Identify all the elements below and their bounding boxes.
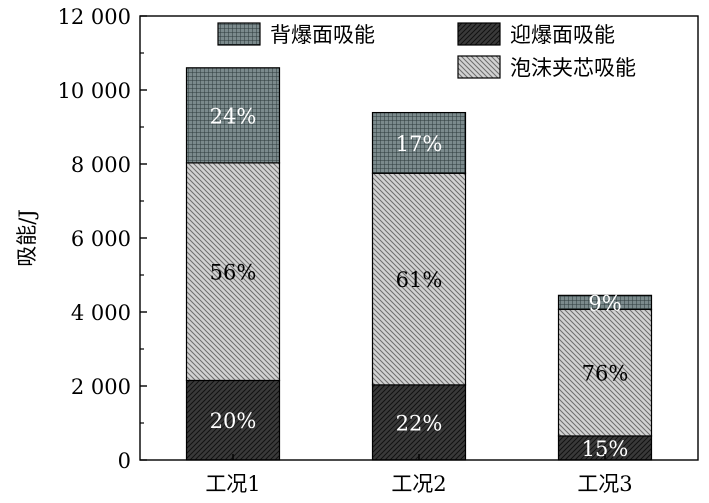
- legend-swatch-1: [217, 22, 261, 46]
- axes-layer: 工况1 工况2 工况3 0 2 000 4 000 6 000 8 000 10 000 12 0…: [15, 5, 699, 496]
- x-tick-label-1: 工况1: [205, 472, 260, 496]
- data-label-3-1: 24%: [210, 104, 257, 128]
- y-tick-label-7: 12 000: [58, 5, 131, 29]
- data-label-3-3: 9%: [588, 291, 621, 315]
- bar-segment-1-1: [185, 379, 281, 461]
- data-label-3-2: 17%: [396, 132, 443, 156]
- data-label-1-1: 20%: [210, 409, 257, 433]
- x-tick-label-3: 工况3: [577, 472, 632, 496]
- bar-segment-2-2: [371, 172, 467, 386]
- y-tick-label-3: 4 000: [71, 301, 131, 325]
- bar-segment-1-2: [371, 384, 467, 461]
- data-labels-layer: 20%56%24%22%61%17%15%76%9%: [210, 104, 629, 461]
- legend-label-3: 泡沫夹芯吸能: [510, 56, 636, 80]
- x-tick-label-2: 工况2: [391, 472, 446, 496]
- bar-segment-2-1: [185, 162, 281, 382]
- legend-label-1: 背爆面吸能: [270, 23, 375, 47]
- data-label-2-2: 61%: [396, 268, 443, 292]
- bar-segment-2-3: [557, 308, 653, 437]
- y-tick-label-1: 0: [118, 449, 131, 473]
- data-label-1-2: 22%: [396, 411, 443, 435]
- legend-label-2: 迎爆面吸能: [510, 23, 615, 47]
- data-label-2-3: 76%: [582, 362, 629, 386]
- y-tick-label-2: 2 000: [71, 375, 131, 399]
- data-label-2-1: 56%: [210, 261, 257, 285]
- bars-layer: [185, 67, 653, 461]
- y-tick-label-6: 10 000: [58, 79, 131, 103]
- y-tick-label-5: 8 000: [71, 153, 131, 177]
- y-tick-label-4: 6 000: [71, 227, 131, 251]
- bar-segment-3-3: [557, 294, 653, 311]
- bar-segment-3-1: [185, 67, 281, 164]
- legend-swatch-3: [457, 55, 501, 79]
- legend-swatch-2: [457, 22, 501, 46]
- y-axis-title: 吸能/J: [15, 209, 39, 267]
- bar-segment-3-2: [371, 111, 467, 174]
